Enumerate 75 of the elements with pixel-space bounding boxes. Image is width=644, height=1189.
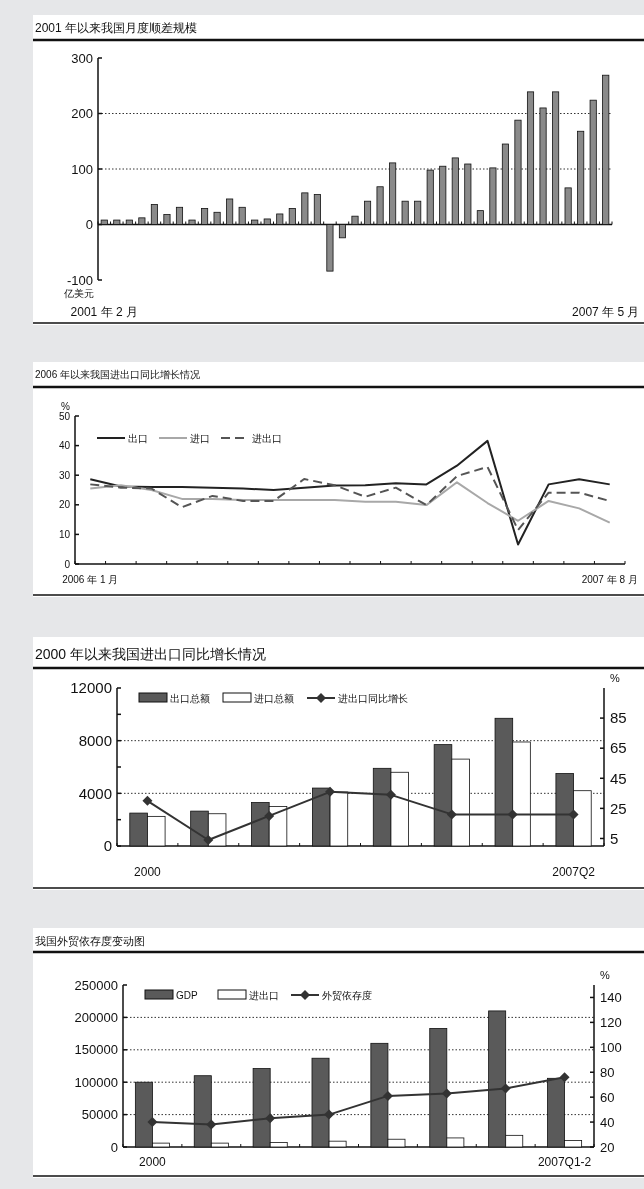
legend-label: 进口总额 (254, 693, 294, 704)
point (203, 834, 214, 845)
y-tick-label: 50000 (81, 1107, 118, 1123)
y2-tick-label: 85 (610, 709, 627, 727)
y-tick-label: 0 (110, 1139, 118, 1155)
line-series (89, 481, 611, 524)
legend-label: 外贸依存度 (322, 990, 372, 1001)
y-tick-label: 300 (71, 50, 93, 66)
legend-label: 出口 (128, 433, 148, 444)
y-tick-label: 100 (71, 161, 93, 177)
y2-tick-label: 25 (610, 799, 627, 817)
point (264, 810, 275, 821)
point (385, 789, 396, 800)
chart-title: 2006 年以来我国进出口同比增长情况 (35, 369, 201, 380)
y2-tick-label: 100 (600, 1039, 622, 1055)
y2-tick-label: 5 (610, 829, 619, 847)
y2-tick-label: 80 (600, 1064, 615, 1080)
point (324, 1109, 335, 1120)
y-tick-label: 200000 (74, 1009, 118, 1025)
y2-tick-label: 120 (600, 1014, 622, 1030)
chart-title: 2000 年以来我国进出口同比增长情况 (35, 646, 267, 662)
point (446, 809, 457, 820)
legend-label: 进出口 (252, 433, 282, 444)
point (500, 1083, 511, 1094)
y2-tick-label: 65 (610, 739, 627, 757)
y2-tick-label: 45 (610, 769, 627, 787)
point (382, 1090, 393, 1101)
y2-axis-title: % (600, 969, 610, 981)
y-tick-label: 100000 (74, 1074, 118, 1090)
legend-label: 进口 (190, 433, 210, 444)
x-tick-label: 2007Q1-2 (537, 1155, 592, 1169)
y2-tick-label: 140 (600, 990, 622, 1006)
x-tick-label: 2007 年 8 月 (581, 574, 638, 585)
x-tick-label: 2001 年 2 月 (70, 305, 138, 319)
point (142, 795, 153, 806)
y-tick-label: 250000 (74, 977, 118, 993)
x-tick-label: 2007 年 5 月 (572, 305, 640, 319)
y-tick-label: 150000 (74, 1042, 118, 1058)
y-tick-label: 40 (58, 440, 71, 452)
y-tick-label: -100 (66, 272, 93, 288)
point (559, 1072, 570, 1083)
y2-axis-title: % (610, 672, 620, 684)
point (507, 809, 518, 820)
x-tick-label: 2006 年 1 月 (62, 574, 119, 585)
y2-tick-label: 40 (600, 1114, 615, 1130)
x-tick-label: 2000 (139, 1155, 167, 1169)
y-tick-label: 30 (58, 469, 71, 481)
x-tick-label: 2007Q2 (552, 865, 596, 879)
y-tick-label: 4000 (78, 784, 112, 802)
y-tick-label: 8000 (78, 731, 112, 749)
y-tick-label: 0 (64, 558, 71, 570)
legend-label: 进出口同比增长 (338, 693, 408, 704)
x-tick-label: 2000 (134, 865, 162, 879)
point (568, 809, 579, 820)
point (441, 1088, 452, 1099)
point (265, 1113, 276, 1124)
point (147, 1117, 158, 1128)
y-tick-label: 20 (58, 499, 71, 511)
y-tick-label: 10 (58, 528, 71, 540)
point (206, 1119, 217, 1130)
y-tick-label: 0 (85, 217, 93, 233)
chart-title: 2001 年以来我国月度顺差规模 (35, 21, 198, 35)
legend-label: 出口总额 (170, 693, 210, 704)
y2-tick-label: 60 (600, 1089, 615, 1105)
y-tick-label: 0 (103, 837, 112, 855)
y-tick-label: 200 (71, 106, 93, 122)
y-axis-title: 亿美元 (63, 288, 94, 299)
legend-label: 进出口 (249, 990, 279, 1001)
point (325, 786, 336, 797)
y-tick-label: 50 (58, 410, 71, 422)
y-tick-label: 12000 (70, 679, 112, 697)
chart-title: 我国外贸依存度变动图 (35, 935, 145, 947)
y2-tick-label: 20 (600, 1139, 615, 1155)
legend-label: GDP (176, 990, 198, 1001)
y-axis-title: % (61, 401, 71, 412)
